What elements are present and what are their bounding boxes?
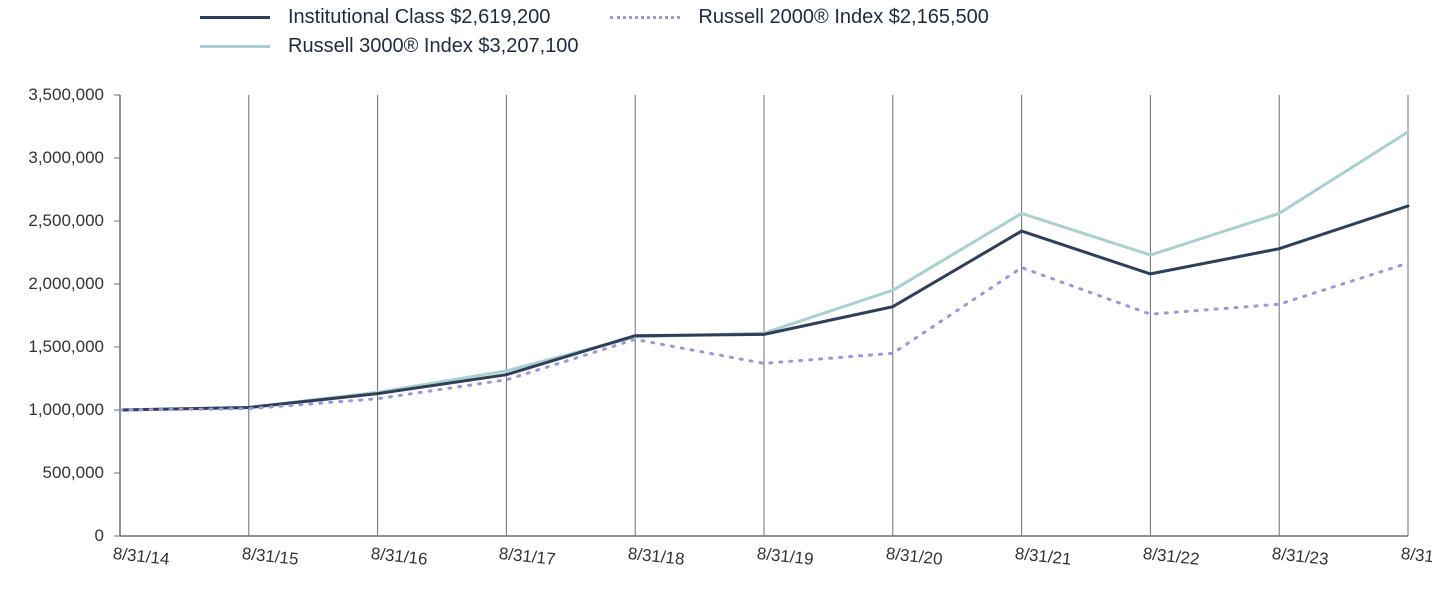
y-tick-label: 3,000,000	[28, 148, 112, 168]
chart-plot-area	[0, 0, 1432, 596]
y-tick-label: 2,000,000	[28, 274, 112, 294]
y-tick-label: 0	[95, 526, 112, 546]
chart-svg	[0, 0, 1432, 596]
y-tick-label: 500,000	[43, 463, 112, 483]
y-tick-label: 2,500,000	[28, 211, 112, 231]
growth-chart: Institutional Class $2,619,200Russell 20…	[0, 0, 1432, 596]
y-tick-label: 1,000,000	[28, 400, 112, 420]
y-tick-label: 1,500,000	[28, 337, 112, 357]
y-tick-label: 3,500,000	[28, 85, 112, 105]
